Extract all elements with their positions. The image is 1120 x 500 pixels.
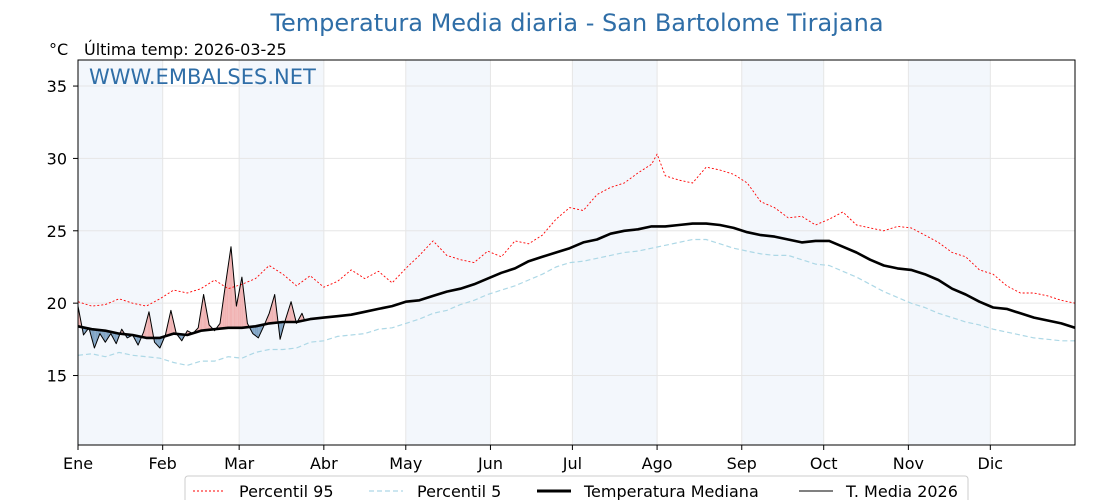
warm-anomaly-fill: [274, 294, 276, 323]
x-tick-label-ago: Ago: [642, 454, 673, 473]
warm-anomaly-fill: [226, 265, 229, 328]
warm-anomaly-fill: [206, 309, 208, 331]
x-tick-label-ene: Ene: [63, 454, 93, 473]
last-temp-label: Última temp: 2026-03-25: [84, 40, 287, 59]
legend-label-median: Temperatura Mediana: [583, 482, 759, 500]
cold-anomaly-fill: [157, 337, 159, 347]
current-year-line: [77, 246, 306, 349]
month-bands: [78, 60, 991, 445]
warm-anomaly-fill: [237, 291, 240, 328]
warm-anomaly-fill: [273, 294, 275, 323]
median-line: [77, 222, 1076, 340]
chart-title: Temperatura Media diaria - San Bartolome…: [269, 9, 883, 37]
x-tick-label-may: May: [389, 454, 422, 473]
y-tick-label: 15: [47, 367, 67, 386]
x-tick-label-dic: Dic: [978, 454, 1004, 473]
cold-anomaly-fill: [105, 330, 107, 343]
unit-label: °C: [49, 40, 68, 59]
warm-anomaly-fill: [232, 261, 234, 328]
warm-anomaly-fill: [287, 310, 289, 322]
y-tick-label: 30: [47, 149, 67, 168]
series-lines: [77, 153, 1076, 366]
warm-anomaly-fill: [229, 246, 231, 328]
month-band-jul: [572, 60, 658, 445]
warm-anomaly-fill: [240, 277, 242, 328]
legend-label-2026: T. Media 2026: [845, 482, 958, 500]
cold-anomaly-fill: [135, 335, 137, 343]
month-band-nov: [908, 60, 991, 445]
month-band-may: [405, 60, 491, 445]
p5-line: [77, 238, 1075, 366]
x-tick-label-oct: Oct: [810, 454, 838, 473]
cold-anomaly-fill: [252, 326, 255, 335]
x-tick-label-jul: Jul: [562, 454, 582, 473]
x-tick-label-nov: Nov: [893, 454, 924, 473]
legend-label-p95: Percentil 95: [239, 482, 334, 500]
warm-anomaly-fill: [231, 246, 233, 328]
legend-label-p5: Percentil 5: [417, 482, 501, 500]
cold-anomaly-fill: [255, 326, 257, 337]
cold-anomaly-fill: [254, 326, 256, 336]
month-band-mar: [239, 60, 324, 445]
x-axis: Ene Feb Mar Abr May Jun Jul Ago Sep Oct Nov Dic: [63, 445, 1003, 473]
y-tick-label: 20: [47, 294, 67, 313]
cold-anomaly-fill: [256, 325, 259, 338]
cold-anomaly-fill: [91, 329, 93, 343]
cold-anomaly-fill: [158, 337, 160, 348]
x-tick-label-abr: Abr: [310, 454, 338, 473]
legend-box: [184, 475, 969, 500]
y-tick-label: 25: [47, 222, 67, 241]
month-band-ene: [78, 60, 163, 445]
warm-anomaly-fill: [228, 256, 230, 328]
warm-anomaly-fill: [239, 284, 241, 328]
plot-frame: [77, 59, 1076, 446]
x-tick-label-feb: Feb: [149, 454, 177, 473]
warm-anomaly-fill: [292, 307, 294, 322]
cold-anomaly-fill: [251, 326, 253, 334]
warm-anomaly-fill: [244, 300, 246, 328]
warm-anomaly-fill: [203, 294, 205, 331]
grid-lines: [77, 60, 1075, 445]
warm-anomaly-fill: [271, 299, 274, 324]
month-band-sep: [741, 60, 824, 445]
y-axis: 15 20 25 30 35: [47, 77, 78, 386]
cold-anomaly-fill: [138, 336, 140, 346]
x-tick-label-sep: Sep: [727, 454, 757, 473]
y-tick-label: 35: [47, 77, 67, 96]
watermark: WWW.EMBALSES.NET: [89, 65, 316, 89]
x-tick-label-jun: Jun: [477, 454, 503, 473]
p95-line: [77, 153, 1076, 307]
cold-anomaly-fill: [94, 329, 96, 348]
x-tick-label-mar: Mar: [224, 454, 255, 473]
legend: Percentil 95 Percentil 5 Temperatura Med…: [184, 475, 969, 500]
warm-anomaly-fill: [225, 274, 227, 329]
cold-anomaly-fill: [116, 333, 118, 344]
warm-anomaly-fill: [221, 303, 223, 329]
cold-anomaly-fill: [103, 330, 106, 343]
warm-anomaly-fill: [147, 311, 149, 338]
warm-anomaly-fill: [289, 301, 292, 322]
